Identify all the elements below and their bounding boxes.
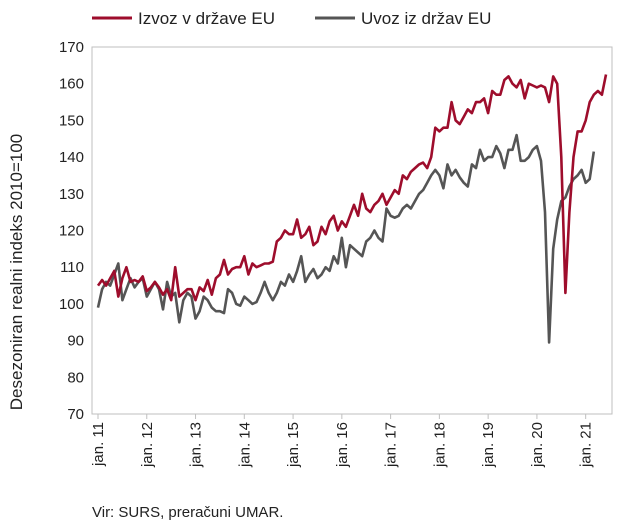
x-tick-label: jan. 12 (139, 422, 156, 468)
legend: Izvoz v države EU Uvoz iz držav EU (92, 9, 491, 28)
y-tick-label: 110 (60, 259, 84, 276)
x-tick-label: jan. 21 (578, 422, 595, 468)
x-tick-label: jan. 20 (529, 422, 546, 468)
y-tick-label: 150 (59, 112, 84, 129)
source-note: Vir: SURS, preračuni UMAR. (92, 504, 284, 521)
y-axis-label: Desezoniran realni indeks 2010=100 (7, 134, 26, 410)
x-tick-label: jan. 19 (480, 422, 497, 468)
y-tick-label: 100 (59, 296, 84, 313)
y-tick-label: 130 (59, 186, 84, 203)
x-tick-label: jan. 15 (285, 422, 302, 468)
y-tick-label: 70 (67, 406, 84, 423)
x-tick-label: jan. 18 (431, 422, 448, 468)
x-tick-label: jan. 16 (334, 422, 351, 468)
y-tick-label: 160 (59, 76, 84, 93)
x-tick-label: jan. 11 (90, 422, 107, 467)
legend-label: Izvoz v države EU (138, 9, 275, 28)
x-tick-label: jan. 14 (236, 422, 253, 468)
legend-label: Uvoz iz držav EU (361, 9, 491, 28)
x-axis-ticks: jan. 11 jan. 12 jan. 13 jan. 14 jan. 15 jan. … (90, 414, 595, 468)
plot-frame (91, 46, 613, 415)
y-tick-label: 120 (59, 223, 84, 240)
y-axis-ticks: 70 80 90 100 110 120 130 140 150 160 170 (59, 39, 84, 423)
plot-area (91, 46, 613, 415)
series-line-export (96, 74, 608, 302)
x-tick-label: jan. 17 (383, 422, 400, 468)
y-tick-label: 90 (67, 333, 84, 350)
x-tick-label: jan. 13 (188, 422, 205, 468)
y-tick-label: 80 (67, 369, 84, 386)
series-lines (96, 74, 608, 344)
y-tick-label: 140 (59, 149, 84, 166)
series-line-import (96, 133, 596, 344)
y-tick-label: 170 (59, 39, 84, 56)
